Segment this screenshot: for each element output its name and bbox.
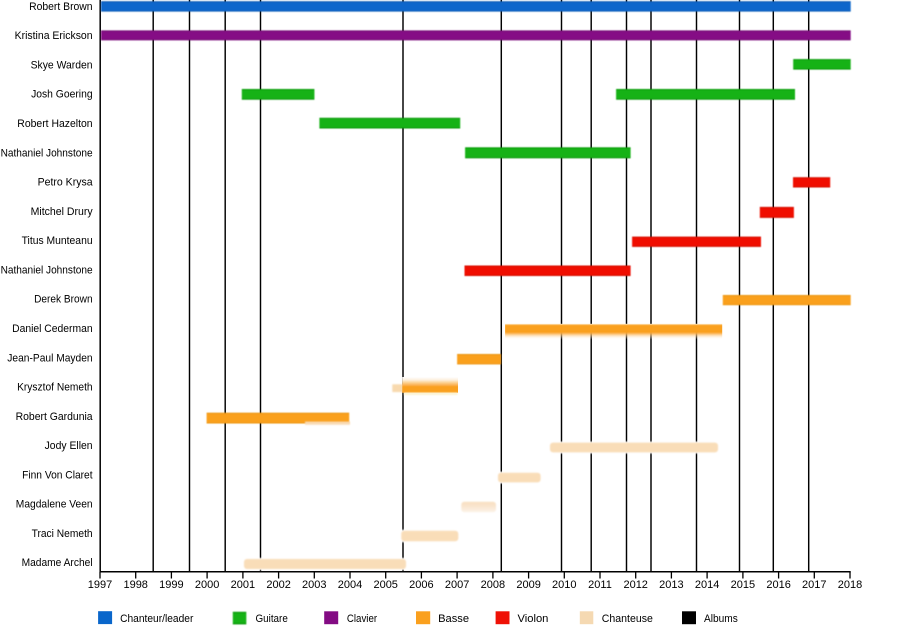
svg-text:2010: 2010 (552, 579, 576, 591)
svg-text:2003: 2003 (302, 579, 326, 591)
svg-text:1999: 1999 (159, 579, 183, 591)
svg-text:2016: 2016 (766, 579, 790, 591)
svg-text:Chanteur/leader: Chanteur/leader (120, 613, 194, 625)
svg-text:2015: 2015 (731, 579, 755, 591)
svg-text:2014: 2014 (695, 579, 719, 591)
svg-text:Krysztof Nemeth: Krysztof Nemeth (17, 382, 93, 394)
svg-text:Albums: Albums (704, 613, 738, 625)
svg-text:Titus Munteanu: Titus Munteanu (22, 235, 93, 247)
svg-text:1997: 1997 (88, 579, 112, 591)
svg-text:2018: 2018 (838, 579, 862, 591)
svg-text:Guitare: Guitare (256, 613, 288, 625)
svg-text:2008: 2008 (481, 579, 505, 591)
svg-text:Petro Krysa: Petro Krysa (38, 177, 94, 189)
svg-text:Chanteuse: Chanteuse (602, 613, 653, 625)
svg-text:2013: 2013 (659, 579, 683, 591)
svg-text:Jean-Paul Mayden: Jean-Paul Mayden (7, 352, 92, 364)
svg-text:Robert Brown: Robert Brown (29, 1, 93, 13)
svg-text:2009: 2009 (516, 579, 540, 591)
svg-text:Basse: Basse (438, 613, 469, 625)
svg-text:2012: 2012 (623, 579, 647, 591)
svg-text:Clavier: Clavier (347, 613, 377, 625)
svg-text:2011: 2011 (588, 579, 612, 591)
svg-text:Nathaniel Johnstone: Nathaniel Johnstone (1, 264, 93, 276)
svg-text:2005: 2005 (373, 579, 397, 591)
svg-text:2002: 2002 (266, 579, 290, 591)
svg-text:1998: 1998 (123, 579, 147, 591)
svg-text:Magdalene Veen: Magdalene Veen (16, 499, 93, 511)
svg-text:Violon: Violon (518, 613, 549, 625)
svg-text:Robert Hazelton: Robert Hazelton (17, 118, 92, 130)
svg-text:Mitchel Drury: Mitchel Drury (31, 206, 93, 218)
svg-text:Robert Gardunia: Robert Gardunia (16, 411, 94, 423)
svg-text:Traci Nemeth: Traci Nemeth (32, 528, 93, 540)
svg-text:Madame Archel: Madame Archel (22, 557, 93, 569)
svg-text:2007: 2007 (445, 579, 469, 591)
svg-text:Derek Brown: Derek Brown (34, 294, 93, 306)
svg-text:Nathaniel Johnstone: Nathaniel Johnstone (1, 147, 93, 159)
svg-text:Finn Von Claret: Finn Von Claret (22, 469, 93, 481)
svg-text:2000: 2000 (195, 579, 219, 591)
svg-text:Kristina Erickson: Kristina Erickson (15, 30, 93, 42)
svg-text:2001: 2001 (231, 579, 255, 591)
svg-text:Josh Goering: Josh Goering (31, 89, 93, 101)
svg-text:2017: 2017 (802, 579, 826, 591)
svg-text:Daniel Cederman: Daniel Cederman (12, 323, 93, 335)
svg-text:Jody Ellen: Jody Ellen (45, 440, 93, 452)
svg-text:2006: 2006 (409, 579, 433, 591)
svg-text:2004: 2004 (338, 579, 362, 591)
svg-text:Skye Warden: Skye Warden (31, 60, 93, 72)
